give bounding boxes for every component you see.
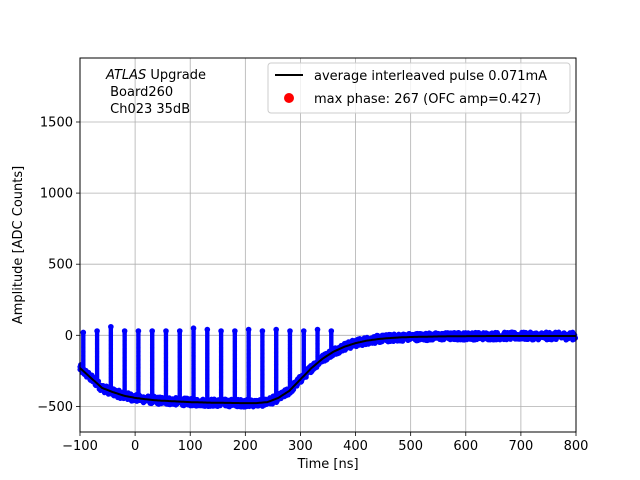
annotation-board: Board260 bbox=[106, 85, 173, 100]
spike-top-point bbox=[287, 328, 293, 334]
annotation-channel: Ch023 35dB bbox=[106, 102, 190, 117]
y-tick-label: 500 bbox=[48, 258, 73, 273]
spike-top-point bbox=[314, 326, 321, 333]
x-tick-label: 700 bbox=[508, 439, 533, 454]
x-tick-label: 300 bbox=[288, 439, 313, 454]
spike-top-point bbox=[259, 328, 266, 334]
x-tick-label: 600 bbox=[453, 439, 478, 454]
y-tick-label: 1000 bbox=[40, 187, 73, 202]
legend-box bbox=[267, 62, 571, 114]
annotation-experiment-italic: ATLAS bbox=[105, 68, 146, 83]
x-tick-label: 100 bbox=[178, 439, 203, 454]
spike-top-point bbox=[163, 328, 169, 334]
sample-spikes bbox=[80, 323, 335, 406]
spike-top-point bbox=[245, 326, 252, 333]
spike-top-point bbox=[80, 329, 87, 336]
x-tick-label: 500 bbox=[398, 439, 423, 454]
plot-frame bbox=[79, 57, 577, 433]
legend-entry-average: average interleaved pulse 0.071mA bbox=[314, 69, 547, 84]
spike-top-point bbox=[232, 328, 238, 334]
annotation-box: ATLAS Upgrade Board260 Ch023 35dB bbox=[105, 68, 206, 117]
spike-top-point bbox=[108, 323, 114, 330]
y-tick-label: 1500 bbox=[40, 115, 73, 130]
x-tick-label: 400 bbox=[343, 439, 368, 454]
spike-top-point bbox=[135, 328, 142, 334]
spike-top-point bbox=[300, 328, 307, 334]
plot-area-bg bbox=[80, 58, 576, 432]
spike-top-point bbox=[121, 328, 128, 334]
spike-top-point bbox=[328, 328, 335, 334]
legend: average interleaved pulse 0.071mA max ph… bbox=[267, 62, 571, 114]
spike-top-point bbox=[94, 328, 100, 334]
x-tick-label: 200 bbox=[233, 439, 258, 454]
x-tick-label: 800 bbox=[564, 439, 589, 454]
x-tick-label: 0 bbox=[131, 439, 139, 454]
spike-top-point bbox=[273, 326, 279, 333]
legend-marker-swatch bbox=[284, 93, 294, 103]
spike-top-point bbox=[176, 328, 183, 334]
y-tick-label: −500 bbox=[37, 400, 73, 415]
x-axis-label: Time [ns] bbox=[296, 457, 358, 472]
x-axis-ticks: −100 0 100 200 300 400 500 600 700 800 bbox=[62, 432, 588, 454]
annotation-experiment-suffix: Upgrade bbox=[146, 68, 206, 83]
spike-top-point bbox=[218, 328, 224, 334]
spike-top-point bbox=[190, 325, 197, 331]
spike-top-point bbox=[149, 328, 155, 334]
y-axis-label: Amplitude [ADC Counts] bbox=[11, 166, 26, 324]
x-tick-label: −100 bbox=[62, 439, 98, 454]
annotation-experiment: ATLAS Upgrade bbox=[105, 68, 206, 83]
legend-entry-max-phase: max phase: 267 (OFC amp=0.427) bbox=[314, 92, 541, 107]
y-axis-ticks: −500 0 500 1000 1500 bbox=[37, 115, 80, 415]
spike-top-point bbox=[204, 326, 211, 333]
y-tick-label: 0 bbox=[65, 329, 73, 344]
average-pulse-line bbox=[79, 335, 576, 405]
